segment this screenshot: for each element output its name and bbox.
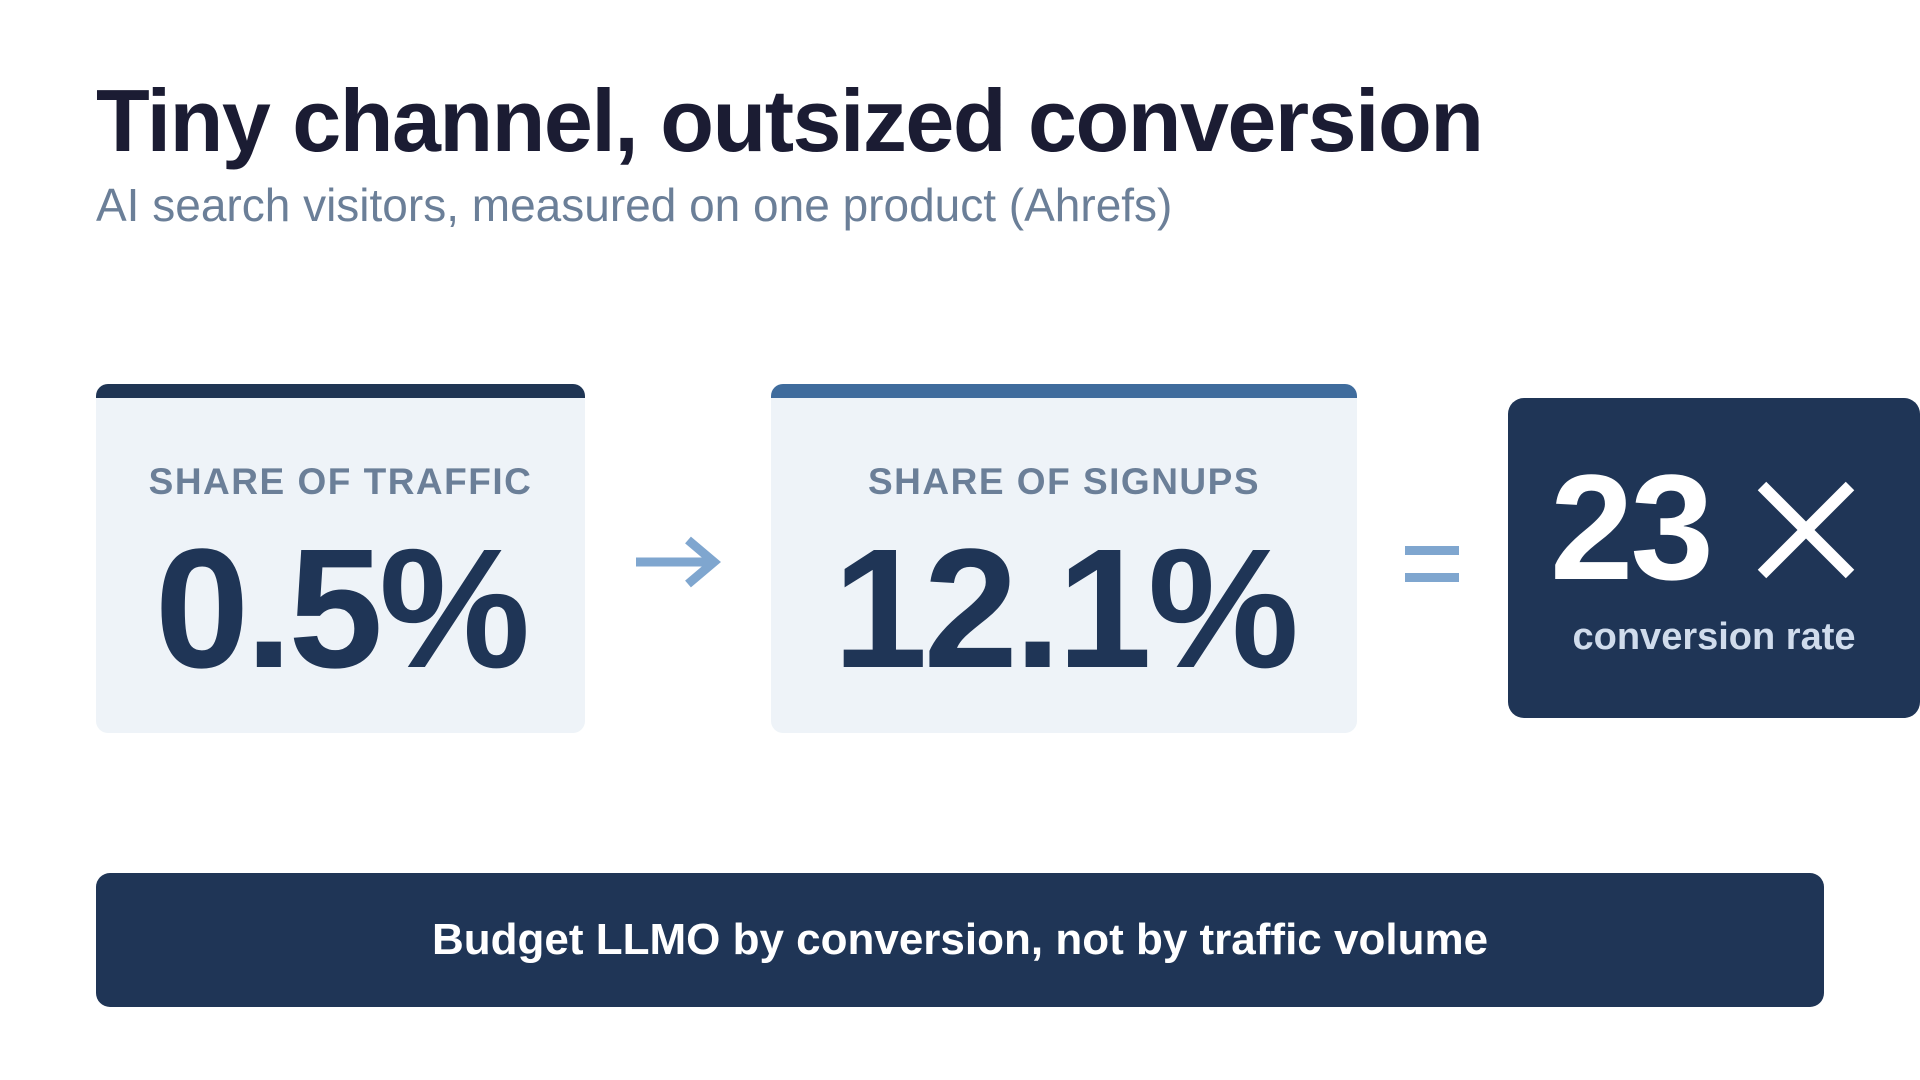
times-icon bbox=[1757, 481, 1855, 579]
equals-icon bbox=[1405, 546, 1459, 582]
signups-share-card: SHARE OF SIGNUPS 12.1% bbox=[771, 384, 1357, 733]
traffic-share-value: 0.5% bbox=[154, 514, 530, 704]
page-title: Tiny channel, outsized conversion bbox=[96, 71, 1484, 170]
traffic-share-card: SHARE OF TRAFFIC 0.5% bbox=[96, 384, 585, 733]
card-accent-bar bbox=[771, 384, 1357, 398]
signups-share-value: 12.1% bbox=[832, 514, 1299, 704]
arrow-right-icon bbox=[636, 536, 721, 588]
multiplier-value: 23 bbox=[1550, 443, 1714, 611]
card-accent-bar bbox=[96, 384, 585, 398]
signups-share-label: SHARE OF SIGNUPS bbox=[868, 461, 1260, 502]
takeaway-text: Budget LLMO by conversion, not by traffi… bbox=[431, 915, 1489, 964]
takeaway-banner: Budget LLMO by conversion, not by traffi… bbox=[96, 873, 1824, 1007]
conversion-multiplier-box: 23 conversion rate bbox=[1508, 398, 1920, 718]
page-subtitle: AI search visitors, measured on one prod… bbox=[96, 179, 1173, 231]
traffic-share-label: SHARE OF TRAFFIC bbox=[148, 461, 533, 502]
multiplier-caption: conversion rate bbox=[1572, 616, 1856, 658]
